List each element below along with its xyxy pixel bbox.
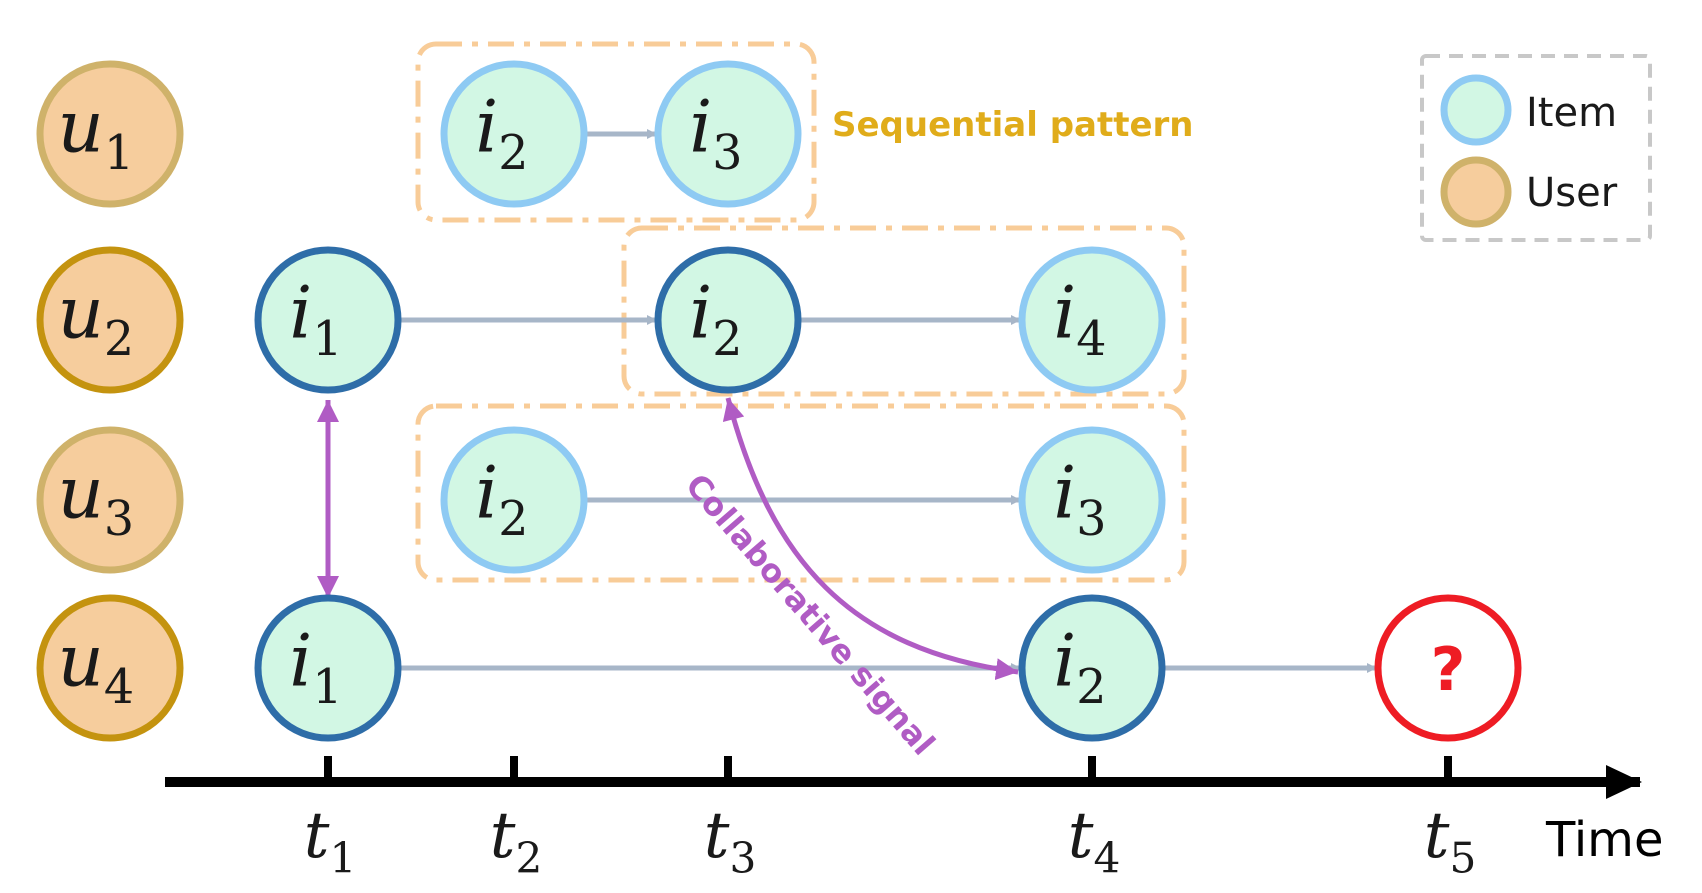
item-node-u3-i2: i2 [440, 426, 588, 574]
legend-item-label: Item [1526, 90, 1617, 136]
unknown-node-label: ? [1431, 635, 1466, 705]
sequential-pattern-label: Sequential pattern [832, 105, 1194, 145]
item-circle [1018, 594, 1166, 742]
item-circle [1018, 246, 1166, 394]
time-ticks: t1 t2 t3 t4 t5 [304, 756, 1477, 883]
item-node-u1-i3: i3 [654, 60, 802, 208]
item-label: i3 [1053, 451, 1106, 547]
item-label: i2 [1053, 619, 1106, 715]
item-circle [440, 60, 588, 208]
user-label: u3 [58, 451, 135, 547]
time-tick-label: t2 [490, 799, 543, 882]
legend-user-label: User [1526, 170, 1618, 216]
user-label: u2 [58, 271, 135, 367]
collaborative-signal-label: Collaborative signal [678, 466, 943, 762]
item-node-u3-i3: i3 [1018, 426, 1166, 574]
pattern-box-u1 [415, 41, 817, 223]
item-node-u4-i1: i1 [254, 594, 402, 742]
item-node-u4-i2: i2 [1018, 594, 1166, 742]
item-node-u2-i2: i2 [654, 246, 802, 394]
item-circle [254, 246, 402, 394]
item-circle [1018, 426, 1166, 574]
time-tick-label: t4 [1068, 799, 1121, 882]
time-tick-label: t1 [304, 799, 357, 882]
user-label: u4 [58, 619, 135, 715]
user-node-u3: u3 [36, 426, 184, 574]
item-circle [440, 426, 588, 574]
user-circle [36, 426, 184, 574]
item-node-u2-i4: i4 [1018, 246, 1166, 394]
unknown-next-item: ? [1374, 594, 1522, 742]
item-label: i1 [289, 271, 342, 367]
time-tick-label: t5 [1424, 799, 1477, 882]
time-tick-label: t3 [704, 799, 757, 882]
legend-user-swatch [1440, 156, 1512, 228]
sequence-edges [400, 129, 1377, 673]
user-circle [36, 60, 184, 208]
item-circle [654, 246, 802, 394]
user-node-u1: u1 [36, 60, 184, 208]
unknown-node-circle [1374, 594, 1522, 742]
item-nodes: i2 i3 i1 i2 i4 i2 i3 i1 i2 [254, 60, 1166, 742]
collab-curve-arrow [722, 397, 1019, 681]
pattern-box-u2 [621, 225, 1187, 397]
item-node-u1-i2: i2 [440, 60, 588, 208]
user-nodes: u1 u2 u3 u4 [36, 60, 184, 742]
user-circle [36, 594, 184, 742]
item-label: i3 [689, 85, 742, 181]
item-label: i2 [689, 271, 742, 367]
item-node-u2-i1: i1 [254, 246, 402, 394]
item-label: i2 [475, 85, 528, 181]
time-axis: t1 t2 t3 t4 t5 Time [165, 756, 1663, 883]
legend: Item User [1420, 54, 1652, 242]
user-label: u1 [58, 85, 135, 181]
user-node-u4: u4 [36, 594, 184, 742]
item-label: i4 [1053, 271, 1106, 367]
user-circle [36, 246, 184, 394]
user-node-u2: u2 [36, 246, 184, 394]
item-label: i1 [289, 619, 342, 715]
item-circle [254, 594, 402, 742]
legend-item-swatch [1440, 74, 1512, 146]
time-axis-label: Time [1545, 812, 1663, 868]
item-label: i2 [475, 451, 528, 547]
item-circle [654, 60, 802, 208]
